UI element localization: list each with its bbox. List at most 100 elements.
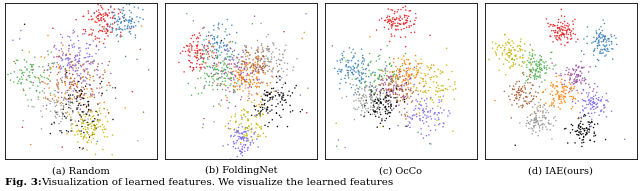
Point: [257, 58, 267, 61]
Point: [554, 95, 564, 98]
Point: [532, 110, 543, 113]
Point: [580, 127, 590, 130]
Point: [392, 69, 402, 72]
Point: [607, 110, 617, 113]
Point: [259, 55, 269, 58]
Point: [557, 31, 567, 34]
Point: [237, 136, 248, 139]
Point: [197, 48, 207, 51]
Point: [585, 138, 595, 142]
Point: [96, 94, 106, 97]
Point: [78, 119, 88, 122]
Point: [395, 75, 405, 78]
Point: [591, 29, 602, 32]
Point: [390, 22, 400, 25]
Point: [386, 32, 396, 36]
Point: [232, 77, 243, 80]
Point: [18, 74, 28, 77]
Point: [234, 71, 244, 74]
Point: [228, 70, 239, 73]
Point: [547, 85, 557, 88]
Point: [514, 63, 524, 66]
Point: [587, 112, 597, 115]
Point: [220, 37, 230, 40]
Point: [109, 14, 119, 17]
Point: [107, 28, 117, 31]
Point: [246, 86, 257, 89]
Point: [255, 113, 266, 117]
Point: [368, 108, 378, 112]
Point: [263, 58, 273, 61]
Point: [425, 86, 435, 89]
Point: [391, 96, 401, 99]
Point: [417, 77, 428, 80]
Point: [504, 56, 515, 59]
Point: [236, 76, 246, 79]
Point: [56, 67, 66, 70]
Point: [209, 45, 219, 48]
Point: [376, 113, 386, 116]
Point: [274, 74, 284, 78]
Point: [395, 67, 405, 70]
Point: [577, 67, 587, 70]
Point: [54, 115, 65, 118]
Point: [72, 81, 83, 84]
Point: [125, 27, 136, 30]
Point: [253, 58, 263, 61]
Point: [216, 51, 227, 54]
Point: [3, 73, 13, 76]
Point: [17, 126, 28, 129]
Point: [259, 65, 269, 68]
Point: [425, 76, 435, 79]
Point: [100, 128, 111, 131]
Point: [430, 118, 440, 121]
Point: [248, 62, 258, 66]
Point: [584, 70, 594, 74]
Point: [280, 98, 291, 101]
Point: [559, 97, 569, 100]
Point: [95, 13, 106, 16]
Point: [72, 83, 83, 86]
Point: [196, 57, 206, 60]
Point: [28, 68, 38, 71]
Point: [396, 84, 406, 87]
Point: [268, 68, 278, 71]
Point: [92, 87, 102, 90]
Point: [590, 134, 600, 137]
Point: [208, 74, 218, 78]
Point: [76, 98, 86, 101]
Point: [387, 81, 397, 84]
Point: [233, 146, 243, 150]
Point: [560, 26, 570, 29]
Point: [580, 82, 591, 85]
Point: [239, 78, 249, 81]
Point: [241, 80, 251, 83]
Point: [518, 104, 528, 107]
Point: [349, 66, 360, 69]
Point: [224, 62, 234, 66]
Point: [208, 64, 218, 67]
Point: [197, 53, 207, 56]
Point: [426, 109, 436, 112]
Point: [248, 141, 259, 144]
Point: [518, 71, 529, 74]
Point: [590, 40, 600, 43]
Point: [263, 33, 273, 36]
Point: [237, 118, 247, 121]
Point: [95, 29, 105, 32]
Point: [398, 79, 408, 82]
Point: [236, 81, 246, 84]
Point: [564, 29, 575, 32]
Point: [63, 49, 74, 53]
Point: [507, 40, 517, 43]
Point: [102, 28, 112, 32]
Point: [202, 48, 212, 51]
Point: [397, 74, 408, 78]
Point: [407, 114, 417, 117]
Point: [531, 64, 541, 67]
Point: [29, 56, 40, 59]
Point: [74, 60, 84, 63]
Point: [520, 86, 530, 89]
Point: [252, 85, 262, 88]
Point: [343, 66, 353, 69]
